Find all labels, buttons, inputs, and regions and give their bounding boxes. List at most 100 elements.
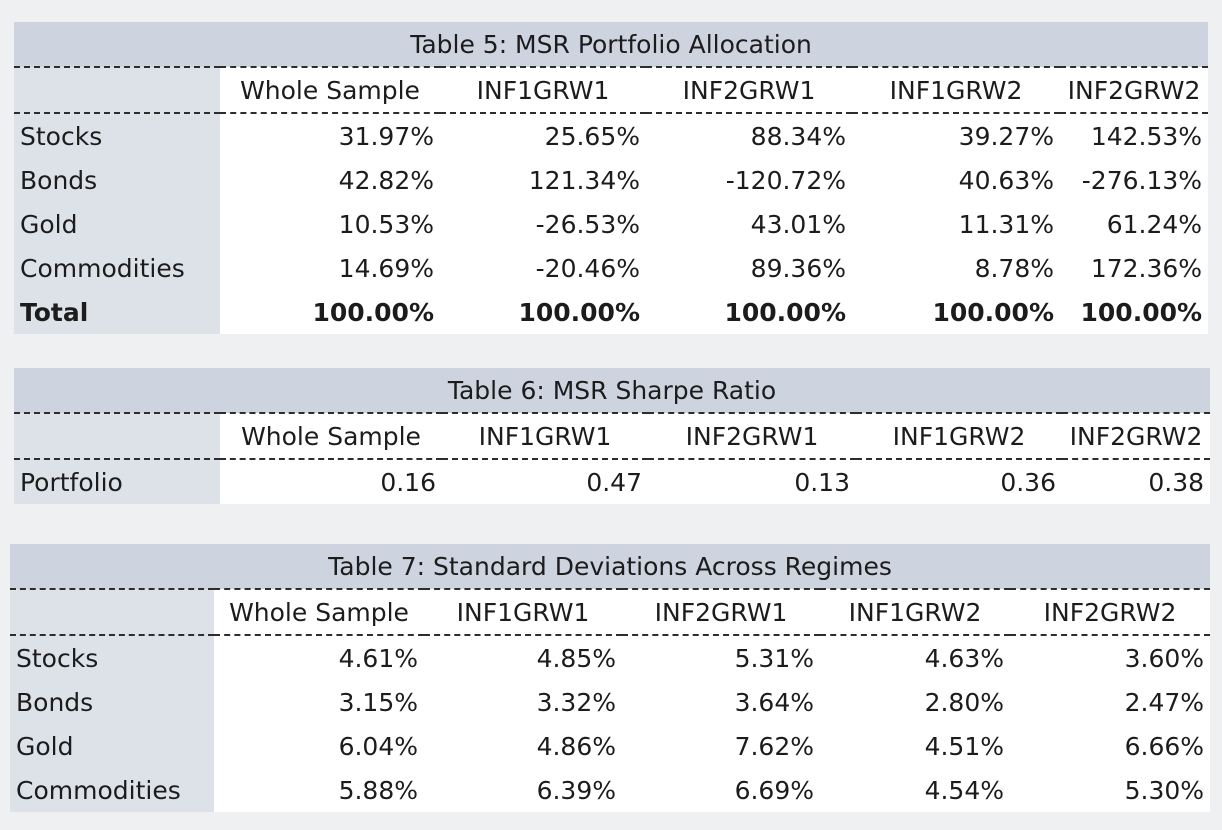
table-cell: 42.82% bbox=[220, 158, 440, 202]
table-cell: 100.00% bbox=[646, 290, 852, 334]
column-header: INF2GRW1 bbox=[622, 589, 820, 636]
table-title: Table 5: MSR Portfolio Allocation bbox=[14, 22, 1209, 68]
column-header: INF1GRW1 bbox=[442, 413, 648, 460]
column-header: INF1GRW2 bbox=[820, 589, 1010, 636]
header-corner-cell bbox=[14, 67, 220, 114]
table-cell: 14.69% bbox=[220, 246, 440, 290]
column-header: Whole Sample bbox=[220, 67, 440, 114]
table-cell: 7.62% bbox=[622, 724, 820, 768]
table-cell: -276.13% bbox=[1060, 158, 1209, 202]
table-cell: 3.60% bbox=[1010, 635, 1211, 680]
table-row: Gold 6.04% 4.86% 7.62% 4.51% 6.66% bbox=[10, 724, 1211, 768]
column-header: INF1GRW1 bbox=[424, 589, 622, 636]
column-header: INF2GRW2 bbox=[1062, 413, 1211, 460]
table-5-msr-portfolio-allocation: Table 5: MSR Portfolio Allocation Whole … bbox=[14, 22, 1209, 334]
row-label: Bonds bbox=[14, 158, 220, 202]
table-cell: 25.65% bbox=[440, 113, 646, 158]
table-cell: 5.31% bbox=[622, 635, 820, 680]
table-cell: 0.13 bbox=[648, 459, 856, 504]
table-cell: 4.61% bbox=[214, 635, 424, 680]
table-6-msr-sharpe-ratio: Table 6: MSR Sharpe Ratio Whole Sample I… bbox=[14, 368, 1211, 504]
row-label: Stocks bbox=[10, 635, 214, 680]
row-label: Commodities bbox=[14, 246, 220, 290]
table-title-row: Table 5: MSR Portfolio Allocation bbox=[14, 22, 1209, 68]
table-cell: 172.36% bbox=[1060, 246, 1209, 290]
table-title-row: Table 7: Standard Deviations Across Regi… bbox=[10, 544, 1211, 590]
row-label: Commodities bbox=[10, 768, 214, 812]
table-cell: 6.66% bbox=[1010, 724, 1211, 768]
table-cell: 40.63% bbox=[852, 158, 1060, 202]
table-row: Bonds 3.15% 3.32% 3.64% 2.80% 2.47% bbox=[10, 680, 1211, 724]
table-cell: 4.54% bbox=[820, 768, 1010, 812]
table-cell: 142.53% bbox=[1060, 113, 1209, 158]
table-cell: 4.63% bbox=[820, 635, 1010, 680]
table-row: Commodities 5.88% 6.39% 6.69% 4.54% 5.30… bbox=[10, 768, 1211, 812]
table-cell: -26.53% bbox=[440, 202, 646, 246]
header-corner-cell bbox=[10, 589, 214, 636]
table-row: Portfolio 0.16 0.47 0.13 0.36 0.38 bbox=[14, 459, 1211, 504]
table-cell: 0.47 bbox=[442, 459, 648, 504]
row-label: Gold bbox=[10, 724, 214, 768]
table-cell: 6.69% bbox=[622, 768, 820, 812]
table-cell: 100.00% bbox=[440, 290, 646, 334]
table-cell: 3.64% bbox=[622, 680, 820, 724]
table-row: Bonds 42.82% 121.34% -120.72% 40.63% -27… bbox=[14, 158, 1209, 202]
table-cell: 4.86% bbox=[424, 724, 622, 768]
table-cell: 11.31% bbox=[852, 202, 1060, 246]
column-header: INF2GRW2 bbox=[1010, 589, 1211, 636]
row-label: Stocks bbox=[14, 113, 220, 158]
table-cell: 43.01% bbox=[646, 202, 852, 246]
table-cell: 8.78% bbox=[852, 246, 1060, 290]
total-row: Total 100.00% 100.00% 100.00% 100.00% 10… bbox=[14, 290, 1209, 334]
table-cell: 100.00% bbox=[852, 290, 1060, 334]
column-header: INF2GRW1 bbox=[648, 413, 856, 460]
column-header: INF1GRW2 bbox=[856, 413, 1062, 460]
table-cell: 0.36 bbox=[856, 459, 1062, 504]
header-corner-cell bbox=[14, 413, 220, 460]
table-cell: 88.34% bbox=[646, 113, 852, 158]
table-cell: 39.27% bbox=[852, 113, 1060, 158]
table-cell: 10.53% bbox=[220, 202, 440, 246]
row-label: Gold bbox=[14, 202, 220, 246]
table-cell: 100.00% bbox=[1060, 290, 1209, 334]
table-cell: 4.51% bbox=[820, 724, 1010, 768]
table-cell: -20.46% bbox=[440, 246, 646, 290]
column-header-row: Whole Sample INF1GRW1 INF2GRW1 INF1GRW2 … bbox=[14, 413, 1211, 460]
table-row: Gold 10.53% -26.53% 43.01% 11.31% 61.24% bbox=[14, 202, 1209, 246]
table-cell: 6.39% bbox=[424, 768, 622, 812]
column-header: INF1GRW2 bbox=[852, 67, 1060, 114]
table-row: Stocks 4.61% 4.85% 5.31% 4.63% 3.60% bbox=[10, 635, 1211, 680]
table-cell: 0.38 bbox=[1062, 459, 1211, 504]
table-cell: 121.34% bbox=[440, 158, 646, 202]
table-cell: 0.16 bbox=[220, 459, 442, 504]
row-label: Portfolio bbox=[14, 459, 220, 504]
table-cell: 6.04% bbox=[214, 724, 424, 768]
row-label: Total bbox=[14, 290, 220, 334]
table-row: Commodities 14.69% -20.46% 89.36% 8.78% … bbox=[14, 246, 1209, 290]
row-label: Bonds bbox=[10, 680, 214, 724]
table-title: Table 7: Standard Deviations Across Regi… bbox=[10, 544, 1211, 590]
table-row: Stocks 31.97% 25.65% 88.34% 39.27% 142.5… bbox=[14, 113, 1209, 158]
table-cell: 61.24% bbox=[1060, 202, 1209, 246]
table-cell: 2.47% bbox=[1010, 680, 1211, 724]
column-header: INF1GRW1 bbox=[440, 67, 646, 114]
table-title-row: Table 6: MSR Sharpe Ratio bbox=[14, 368, 1211, 414]
table-7-standard-deviations: Table 7: Standard Deviations Across Regi… bbox=[10, 544, 1211, 812]
column-header-row: Whole Sample INF1GRW1 INF2GRW1 INF1GRW2 … bbox=[14, 67, 1209, 114]
table-cell: 2.80% bbox=[820, 680, 1010, 724]
table-cell: 31.97% bbox=[220, 113, 440, 158]
table-cell: -120.72% bbox=[646, 158, 852, 202]
table-cell: 3.15% bbox=[214, 680, 424, 724]
column-header: INF2GRW1 bbox=[646, 67, 852, 114]
table-cell: 3.32% bbox=[424, 680, 622, 724]
table-cell: 5.88% bbox=[214, 768, 424, 812]
table-cell: 5.30% bbox=[1010, 768, 1211, 812]
table-title: Table 6: MSR Sharpe Ratio bbox=[14, 368, 1211, 414]
column-header: Whole Sample bbox=[220, 413, 442, 460]
table-cell: 100.00% bbox=[220, 290, 440, 334]
table-cell: 89.36% bbox=[646, 246, 852, 290]
column-header-row: Whole Sample INF1GRW1 INF2GRW1 INF1GRW2 … bbox=[10, 589, 1211, 636]
column-header: INF2GRW2 bbox=[1060, 67, 1209, 114]
column-header: Whole Sample bbox=[214, 589, 424, 636]
